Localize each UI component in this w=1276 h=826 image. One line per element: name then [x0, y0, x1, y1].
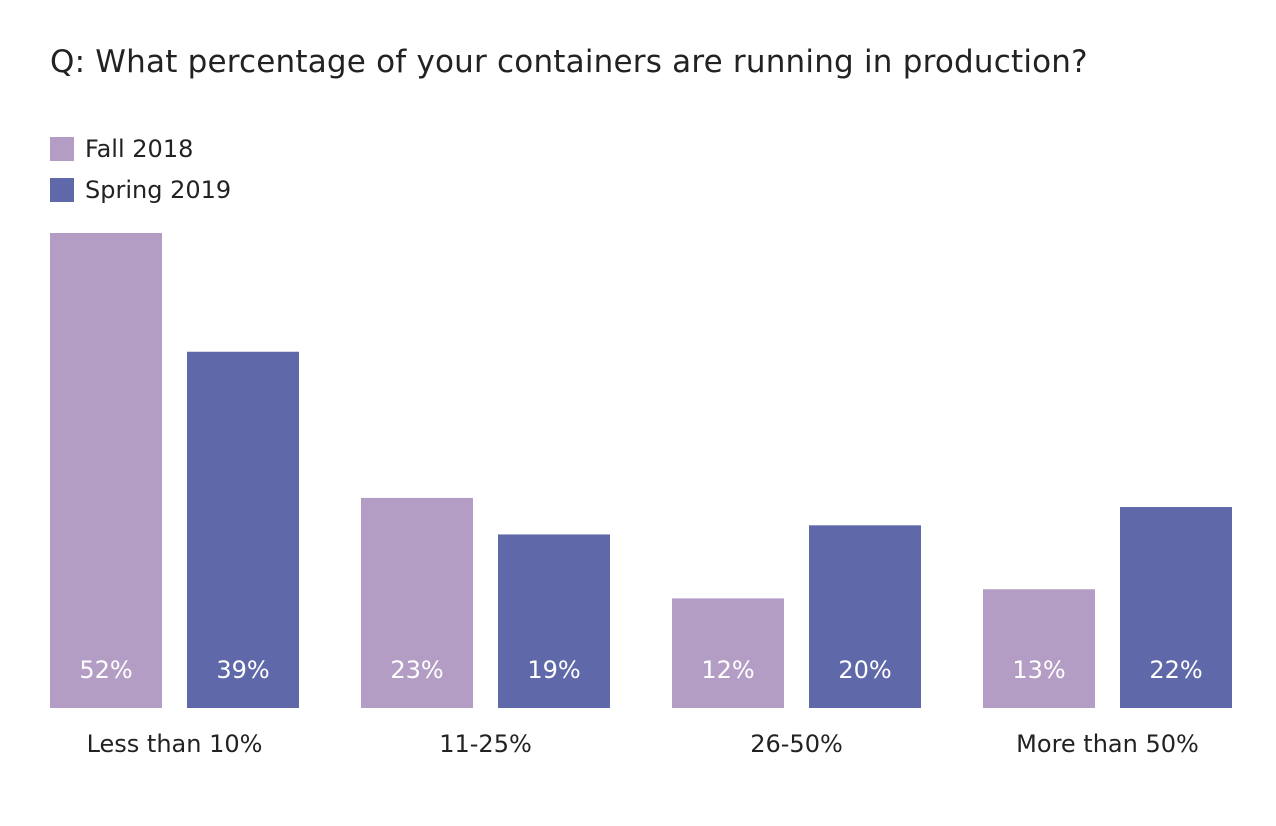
- legend-label-fall-2018: Fall 2018: [85, 134, 194, 163]
- chart-title: Q: What percentage of your containers ar…: [50, 44, 1088, 80]
- bar-spring-2019-26-50: [809, 525, 921, 708]
- bar-fall-2018-26-50: [672, 598, 784, 708]
- category-label-more-than-50: More than 50%: [1016, 730, 1199, 758]
- data-label-fall-2018-less-than-10: 52%: [79, 656, 132, 684]
- legend-item-spring-2019: Spring 2019: [50, 169, 231, 210]
- category-label-less-than-10: Less than 10%: [87, 730, 263, 758]
- bar-spring-2019-11-25: [498, 534, 610, 708]
- bar-spring-2019-less-than-10: [187, 351, 299, 708]
- legend-swatch-spring-2019: [50, 177, 74, 202]
- bar-fall-2018-more-than-50: [983, 589, 1095, 708]
- data-label-fall-2018-11-25: 23%: [390, 656, 443, 684]
- bar-fall-2018-11-25: [361, 497, 473, 708]
- legend-swatch-fall-2018: [50, 136, 74, 161]
- category-label-26-50: 26-50%: [750, 730, 843, 758]
- legend-item-fall-2018: Fall 2018: [50, 128, 231, 169]
- category-label-11-25: 11-25%: [439, 730, 532, 758]
- data-label-fall-2018-26-50: 12%: [701, 656, 754, 684]
- bar-spring-2019-more-than-50: [1120, 507, 1232, 708]
- data-label-spring-2019-more-than-50: 22%: [1149, 656, 1202, 684]
- data-label-fall-2018-more-than-50: 13%: [1012, 656, 1065, 684]
- data-label-spring-2019-less-than-10: 39%: [216, 656, 269, 684]
- legend-label-spring-2019: Spring 2019: [85, 175, 232, 204]
- legend: Fall 2018 Spring 2019: [50, 128, 231, 210]
- data-label-spring-2019-11-25: 19%: [527, 656, 580, 684]
- bar-fall-2018-less-than-10: [50, 233, 162, 708]
- data-label-spring-2019-26-50: 20%: [838, 656, 891, 684]
